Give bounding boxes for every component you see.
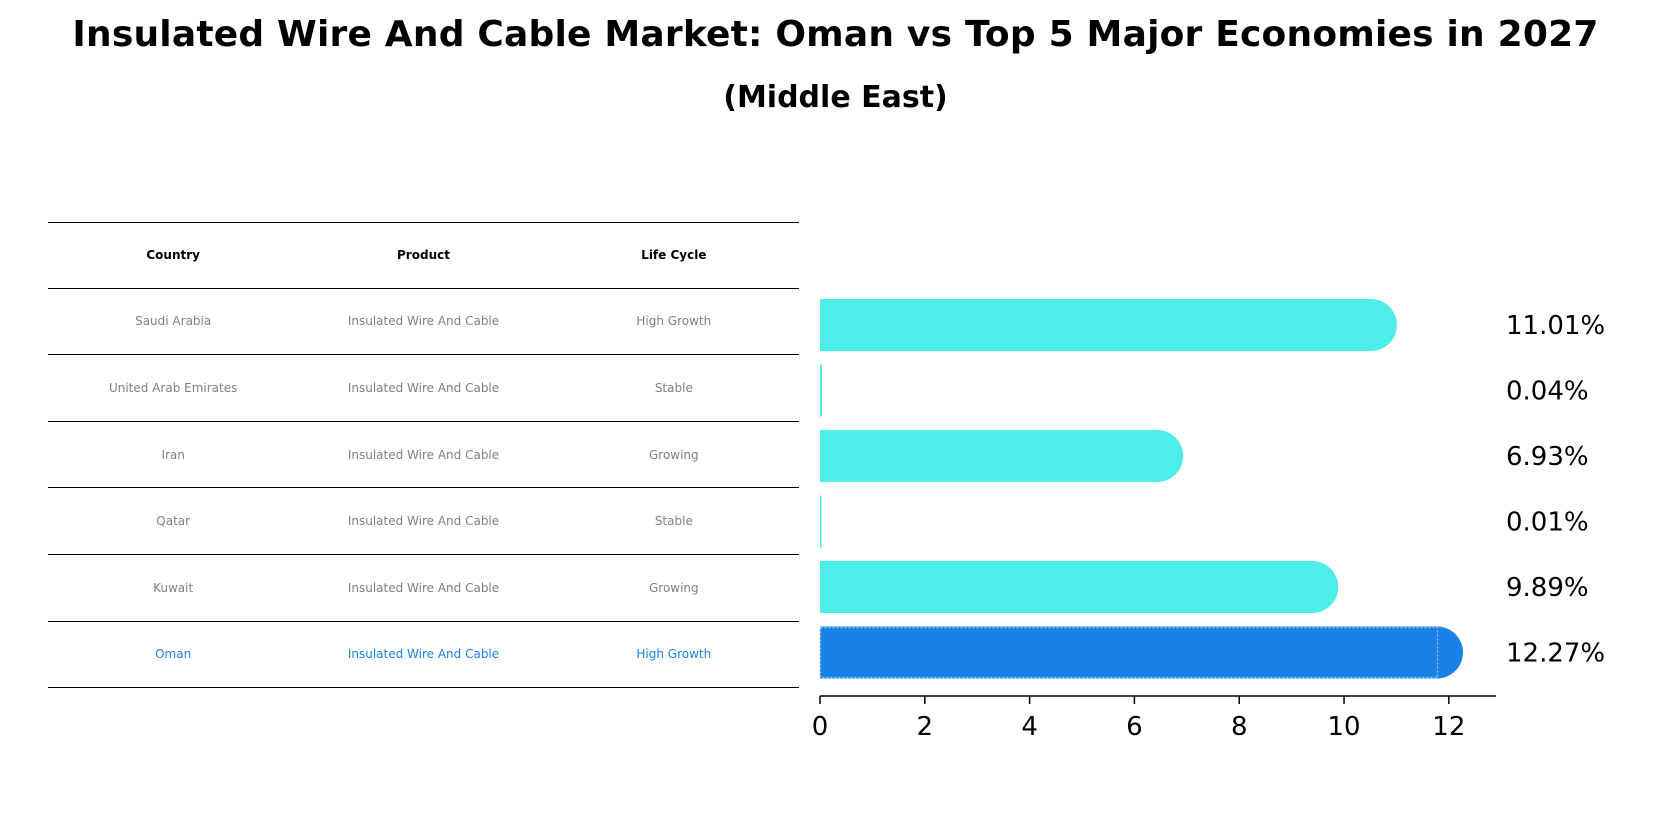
bar xyxy=(820,430,1184,482)
table-row-highlight: Oman Insulated Wire And Cable High Growt… xyxy=(48,622,799,689)
life-cycle-cell: Growing xyxy=(648,580,699,595)
table-row: Kuwait Insulated Wire And Cable Growing xyxy=(48,555,799,622)
bar xyxy=(820,495,822,548)
value-label: 0.01% xyxy=(1506,508,1589,538)
product-cell: Insulated Wire And Cable xyxy=(347,447,500,462)
product-cell: Insulated Wire And Cable xyxy=(347,514,500,529)
country-cell: Qatar xyxy=(156,514,191,529)
life-cycle-cell: Growing xyxy=(648,447,699,462)
header-country: Country xyxy=(146,248,200,263)
product-cell: Insulated Wire And Cable xyxy=(347,380,500,395)
bar-highlight-outline xyxy=(819,626,1439,679)
value-label: 12.27% xyxy=(1506,639,1605,669)
value-label: 0.04% xyxy=(1506,377,1589,407)
life-cycle-cell: Stable xyxy=(654,380,693,395)
country-cell: Oman xyxy=(155,647,192,662)
table-row: Iran Insulated Wire And Cable Growing xyxy=(48,422,799,489)
table-row: Saudi Arabia Insulated Wire And Cable Hi… xyxy=(48,289,799,356)
x-tick-label: 0 xyxy=(812,712,829,742)
country-cell: Kuwait xyxy=(153,580,194,595)
chart-subtitle: (Middle East) xyxy=(723,80,948,115)
bar-highlight xyxy=(820,626,1463,679)
header-life-cycle: Life Cycle xyxy=(641,248,707,263)
country-cell: Saudi Arabia xyxy=(135,314,212,329)
table-row: Qatar Insulated Wire And Cable Stable xyxy=(48,488,799,555)
country-cell: Iran xyxy=(161,447,185,462)
x-tick-label: 2 xyxy=(917,712,934,742)
life-cycle-cell: High Growth xyxy=(636,314,712,329)
table-row: United Arab Emirates Insulated Wire And … xyxy=(48,355,799,422)
x-tick-label: 12 xyxy=(1432,712,1465,742)
product-cell: Insulated Wire And Cable xyxy=(347,580,500,595)
product-cell: Insulated Wire And Cable xyxy=(347,647,500,662)
product-cell: Insulated Wire And Cable xyxy=(347,314,500,329)
x-tick-label: 6 xyxy=(1126,712,1143,742)
x-tick-label: 8 xyxy=(1231,712,1248,742)
country-cell: United Arab Emirates xyxy=(108,380,238,395)
bar xyxy=(820,561,1339,613)
value-label: 11.01% xyxy=(1506,311,1605,341)
header-product: Product xyxy=(397,248,450,263)
life-cycle-cell: Stable xyxy=(654,514,693,529)
chart-title: Insulated Wire And Cable Market: Oman vs… xyxy=(72,14,1599,55)
value-label: 6.93% xyxy=(1506,442,1589,472)
life-cycle-cell: High Growth xyxy=(636,647,712,662)
x-tick-label: 10 xyxy=(1327,712,1360,742)
market-table: Country Product Life Cycle Saudi Arabia … xyxy=(48,222,799,689)
table-header-row: Country Product Life Cycle xyxy=(48,222,799,289)
value-label: 9.89% xyxy=(1506,573,1589,603)
bar xyxy=(820,364,823,417)
x-tick-label: 4 xyxy=(1021,712,1038,742)
bar xyxy=(820,299,1397,351)
